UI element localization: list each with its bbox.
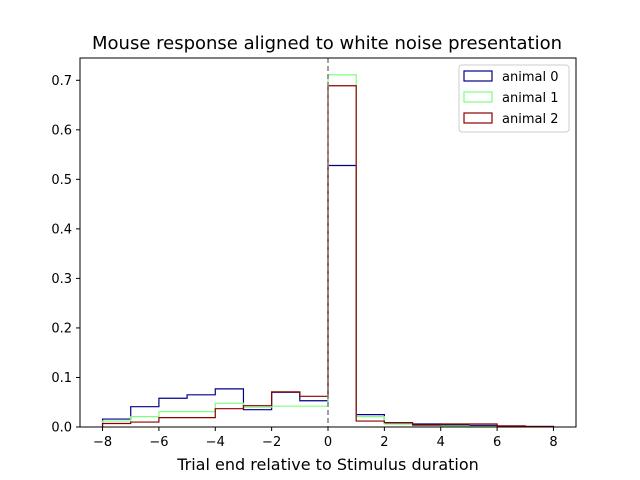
y-tick-label: 0.2 xyxy=(51,321,72,336)
y-tick-label: 0.7 xyxy=(51,74,72,89)
x-axis-title: Trial end relative to Stimulus duration xyxy=(176,455,479,474)
plot-area: −8 −6 −4 −2 0 2 4 6 8 0.0 0.1 0.2 0.3 0.4 0.5 0.6 0.7 ani… xyxy=(51,57,577,450)
y-tick-label: 0.0 xyxy=(51,421,72,436)
y-tick-label: 0.4 xyxy=(51,222,72,237)
x-tick-label: 6 xyxy=(493,435,501,450)
histogram-series-2 xyxy=(101,85,555,428)
legend-swatch-0 xyxy=(463,70,493,82)
legend-swatch-2 xyxy=(463,112,493,124)
x-tick-label: −6 xyxy=(149,435,168,450)
x-tick-label: 0 xyxy=(324,435,332,450)
legend-box xyxy=(458,64,570,133)
chart-title: Mouse response aligned to white noise pr… xyxy=(92,33,562,54)
y-tick-label: 0.5 xyxy=(51,173,72,188)
legend-label-2: animal 2 xyxy=(502,112,558,127)
x-tick-label: 8 xyxy=(549,435,557,450)
y-tick-label: 0.3 xyxy=(51,272,72,287)
x-tick-label: 4 xyxy=(437,435,445,450)
legend-label-1: animal 1 xyxy=(502,91,558,106)
x-tick-label: −8 xyxy=(93,435,112,450)
x-tick-label: −4 xyxy=(206,435,225,450)
x-tick-label: −2 xyxy=(262,435,281,450)
legend-swatch-1 xyxy=(463,91,493,103)
legend-label-0: animal 0 xyxy=(502,70,558,85)
x-tick-label: 2 xyxy=(380,435,388,450)
y-tick-label: 0.1 xyxy=(51,371,72,386)
y-tick-label: 0.6 xyxy=(51,123,72,138)
